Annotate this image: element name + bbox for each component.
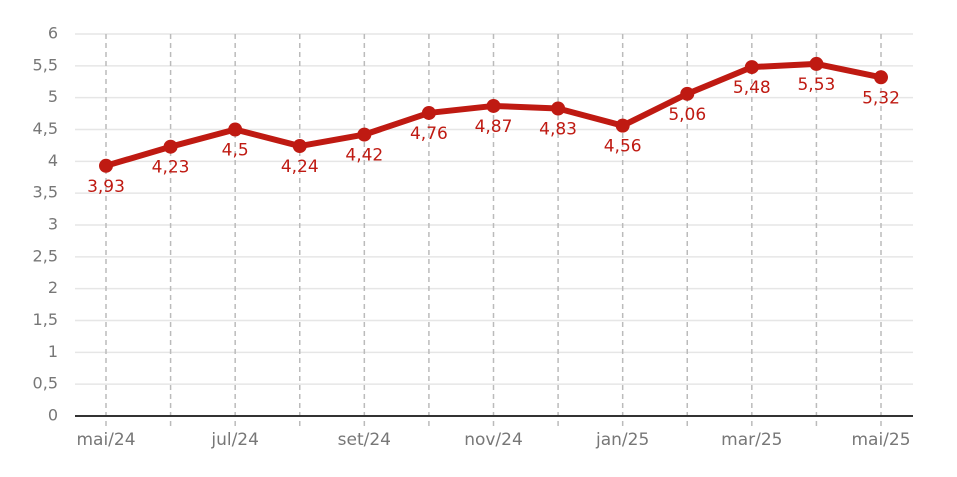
x-tick-label: mai/24 (76, 430, 135, 450)
y-tick-label: 4,5 (33, 119, 58, 138)
point (615, 118, 630, 133)
y-tick-label: 6 (48, 24, 58, 43)
point (421, 105, 436, 120)
x-tick-label: jul/24 (210, 430, 259, 450)
y-tick-label: 0,5 (33, 374, 58, 393)
data-label: 4,5 (222, 141, 249, 161)
point (744, 60, 759, 75)
x-tick-label: mai/25 (851, 430, 910, 450)
data-label: 3,93 (87, 177, 125, 197)
y-tick-label: 2 (48, 278, 58, 297)
data-label: 5,53 (797, 75, 835, 95)
point (809, 56, 824, 71)
data-label: 5,06 (668, 105, 706, 125)
data-label: 4,23 (152, 158, 190, 178)
point (163, 139, 178, 154)
data-label: 4,56 (604, 137, 642, 157)
x-tick-label: mar/25 (721, 430, 782, 450)
y-tick-label: 0 (48, 406, 58, 425)
x-tick-label: jan/25 (595, 430, 649, 450)
data-label: 5,32 (862, 88, 900, 108)
data-label: 4,42 (345, 146, 383, 166)
y-tick-label: 1 (48, 342, 58, 361)
point (551, 101, 566, 116)
point (228, 122, 243, 137)
x-tick-label: nov/24 (464, 430, 523, 450)
x-tick-label: set/24 (338, 430, 391, 450)
data-label: 4,83 (539, 119, 577, 139)
data-label: 4,76 (410, 124, 448, 144)
point (292, 139, 307, 154)
y-tick-label: 3,5 (33, 183, 58, 202)
y-tick-label: 3 (48, 215, 58, 234)
y-tick-label: 1,5 (33, 310, 58, 329)
point (99, 158, 113, 173)
point (680, 86, 695, 101)
y-tick-label: 2,5 (33, 246, 58, 265)
point (486, 98, 501, 113)
y-tick-label: 5 (48, 87, 58, 106)
y-tick-label: 4 (48, 151, 58, 170)
data-label: 5,48 (733, 78, 771, 98)
point (357, 127, 372, 142)
data-label: 4,24 (281, 157, 319, 177)
data-label: 4,87 (475, 117, 513, 137)
point (874, 70, 888, 85)
y-tick-label: 5,5 (33, 55, 58, 74)
